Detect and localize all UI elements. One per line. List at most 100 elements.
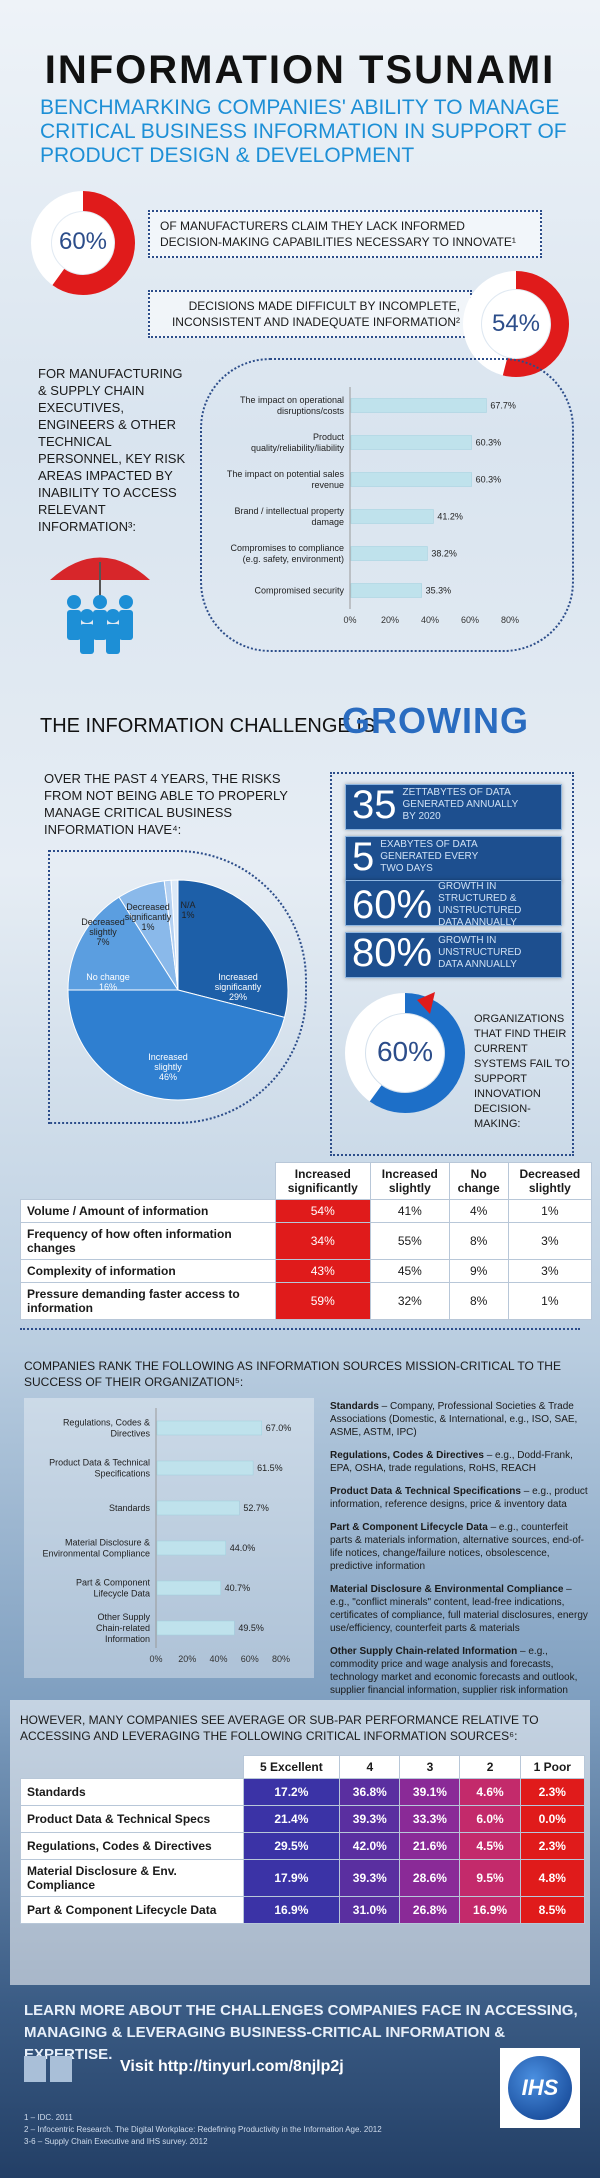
table-row: Pressure demanding faster access to info… [20,1282,593,1320]
stat3-value: 60% [376,1036,434,1067]
row-label: Regulations, Codes & Directives [20,1832,244,1860]
fact-3: 60% GROWTH IN STRUCTURED & UNSTRUCTURED D… [345,880,562,928]
bar [350,509,434,524]
category-label: Product quality/reliability/liability [251,432,345,453]
pie-slice [170,879,179,991]
category-label: The impact on potential sales revenue [227,469,345,490]
table-cell: 54% [274,1199,372,1223]
category-label: Standards [109,1503,151,1513]
table-cell: 29.5% [242,1832,341,1860]
sources-intro: COMPANIES RANK THE FOLLOWING AS INFORMAT… [24,1359,561,1389]
pie-label: No change 16% [86,972,130,992]
table-cell: 39.1% [399,1778,461,1806]
category-label: Compromised security [254,586,344,596]
bar [156,1420,262,1436]
bar [156,1620,235,1636]
table-row: Volume / Amount of information 54% 41% 4% 1% [20,1199,593,1223]
change-header-cell: Increased significantly [274,1162,372,1200]
bar [350,546,428,561]
stat1-value: 60% [58,228,108,255]
facts-panel [330,772,574,1156]
row-label: Standards [20,1778,244,1806]
definition-desc: – e.g., product information, reference d… [330,1486,588,1510]
row-label: Pressure demanding faster access to info… [20,1282,276,1320]
table-cell: 55% [370,1222,450,1260]
table-cell: 3% [507,1222,593,1260]
definition-desc: – e.g., counterfeit parts & materials in… [330,1522,584,1572]
table-cell: 39.3% [339,1859,401,1897]
pie-label: Decreased slightly 7% [81,917,125,947]
category-label: Other Supply Chain-related Information [96,1612,151,1644]
definition-desc: – e.g., Dodd-Frank, EPA, OSHA, trade reg… [330,1450,573,1474]
table-cell: 28.6% [399,1859,461,1897]
tick-label: 40% [421,615,439,625]
table-cell: 36.8% [339,1778,401,1806]
tick-label: 0% [343,615,356,625]
value-label: 67.0% [266,1423,292,1433]
tick-label: 20% [381,615,399,625]
fact-1-number: 35 [352,783,397,827]
table-cell: 59% [274,1282,372,1320]
table-cell: 0.0% [519,1805,586,1833]
source-definitions: Standards – Company, Professional Societ… [330,1400,590,1707]
bar [156,1580,221,1596]
pie-label: N/A 1% [180,900,195,920]
bar [156,1500,240,1516]
tick-label: 40% [209,1654,227,1664]
row-label: Material Disclosure & Env. Compliance [20,1859,244,1897]
ihs-logo-text: IHS [508,2056,572,2120]
row-label: Volume / Amount of information [20,1199,276,1223]
table-cell: 45% [370,1259,450,1283]
value-label: 40.7% [225,1583,251,1593]
risk-chart-panel [200,358,574,652]
table-cell: 3% [507,1259,593,1283]
definition-item: Part & Component Lifecycle Data – e.g., … [330,1521,590,1573]
growing-prefix: THE INFORMATION CHALLENGE IS [40,715,376,737]
category-label: Compromises to compliance (e.g. safety, e… [230,543,344,564]
definition-item: Material Disclosure & Environmental Comp… [330,1583,590,1635]
definition-term: Other Supply Chain-related Information [330,1646,518,1657]
table-cell: 4.6% [459,1778,521,1806]
table-cell: 17.2% [242,1778,341,1806]
change-table: Increased significantly Increased slight… [20,1162,593,1320]
table-cell: 8.5% [519,1896,586,1924]
footnote: 1 – IDC. 2011 [24,2113,73,2122]
category-label: Brand / intellectual property damage [234,506,344,527]
row-label: Product Data & Technical Specs [20,1805,244,1833]
value-label: 61.5% [257,1463,283,1473]
category-label: Part & Component Lifecycle Data [76,1578,151,1599]
category-label: Material Disclosure & Environmental Compl… [42,1538,150,1559]
definition-desc: – e.g., "conflict minerals" content, lea… [330,1584,588,1634]
table-cell: 34% [274,1222,372,1260]
risk-intro: FOR MANUFACTURING & SUPPLY CHAIN EXECUTI… [38,366,186,534]
change-header-cell: Decreased slightly [507,1162,593,1200]
fact-3-number: 60% [352,883,433,927]
pie-label: Increased significantly 29% [215,972,262,1002]
umbrella-people-illustration [50,557,150,654]
table-cell: 2.3% [519,1778,586,1806]
table-cell: 1% [507,1199,593,1223]
table-cell: 17.9% [242,1859,341,1897]
footnotes: 1 – IDC. 2011 2 – Infocentric Research. T… [24,2112,494,2148]
perf-table-header-row: 5 Excellent 4 3 2 1 Poor [21,1755,586,1779]
table-cell: 39.3% [339,1805,401,1833]
definition-item: Other Supply Chain-related Information –… [330,1645,590,1697]
fact-2: 5 EXABYTES OF DATA GENERATED EVERY TWO DA… [345,836,562,882]
tick-label: 80% [501,615,519,625]
footnote: 3-6 – Supply Chain Executive and IHS sur… [24,2137,208,2146]
perf-intro: HOWEVER, MANY COMPANIES SEE AVERAGE OR S… [20,1713,539,1743]
table-cell: 31.0% [339,1896,401,1924]
value-label: 41.2% [437,512,463,522]
table-cell: 21.6% [399,1832,461,1860]
tick-label: 60% [461,615,479,625]
pie-label: Decreased significantly 1% [125,902,172,932]
stat1-donut [31,191,135,295]
bar [350,435,472,450]
definition-term: Standards [330,1401,379,1412]
category-label: Regulations, Codes & Directives [63,1418,151,1439]
pie-label: Increased slightly 46% [148,1052,188,1082]
table-cell: 4.5% [459,1832,521,1860]
footer-visit-link[interactable]: Visit http://tinyurl.com/8njlp2j [120,2058,344,2075]
table-cell: 21.4% [242,1805,341,1833]
table-cell: 41% [370,1199,450,1223]
